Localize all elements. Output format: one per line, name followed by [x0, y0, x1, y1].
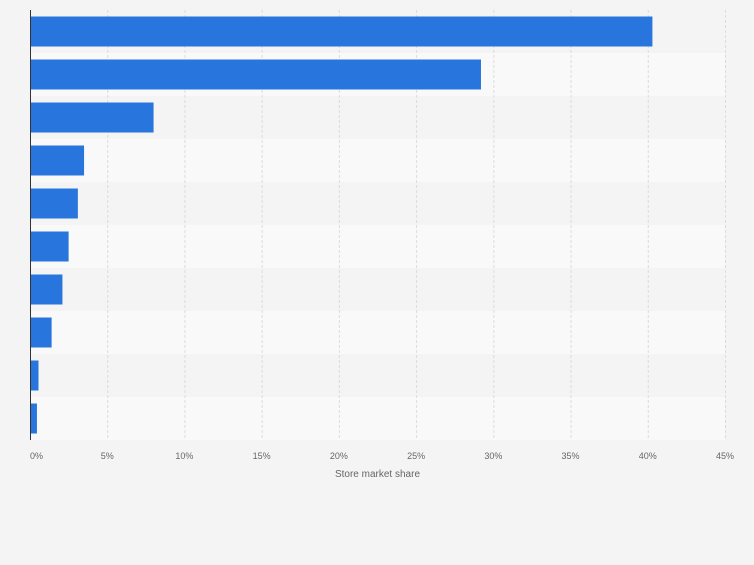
bar: [30, 16, 653, 47]
row-band: [30, 182, 725, 225]
bar-series: [30, 16, 653, 434]
bar: [30, 231, 69, 262]
row-band: [30, 139, 725, 182]
x-tick-label: 35%: [562, 451, 580, 461]
bar: [30, 317, 52, 348]
x-tick-label: 20%: [330, 451, 348, 461]
row-band: [30, 268, 725, 311]
x-tick-label: 45%: [716, 451, 734, 461]
bar: [30, 188, 78, 219]
bar: [30, 274, 63, 305]
bar: [30, 145, 85, 176]
row-band: [30, 225, 725, 268]
x-axis-title: Store market share: [335, 469, 420, 480]
row-band: [30, 354, 725, 397]
row-band: [30, 397, 725, 440]
bar: [30, 102, 154, 133]
row-band: [30, 311, 725, 354]
bar: [30, 59, 481, 90]
x-tick-label: 10%: [175, 451, 193, 461]
bar: [30, 360, 39, 391]
x-tick-label: 30%: [484, 451, 502, 461]
x-tick-label: 15%: [253, 451, 271, 461]
row-bands: [30, 10, 725, 440]
x-tick-label: 5%: [101, 451, 114, 461]
bar: [30, 403, 37, 434]
x-tick-label: 40%: [639, 451, 657, 461]
x-tick-label: 0%: [30, 451, 43, 461]
x-tick-labels: 0% 5% 10% 15% 20% 25% 30% 35% 40% 45%: [30, 451, 734, 461]
x-tick-label: 25%: [407, 451, 425, 461]
